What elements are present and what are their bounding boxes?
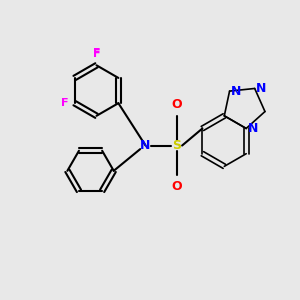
Text: N: N <box>231 85 242 98</box>
Text: N: N <box>256 82 266 95</box>
Text: F: F <box>93 48 100 58</box>
Text: F: F <box>61 98 68 108</box>
Text: O: O <box>171 180 182 193</box>
Text: N: N <box>140 139 151 152</box>
Text: S: S <box>172 139 181 152</box>
Text: O: O <box>171 98 182 111</box>
Text: F: F <box>93 49 100 59</box>
Text: N: N <box>248 122 258 135</box>
